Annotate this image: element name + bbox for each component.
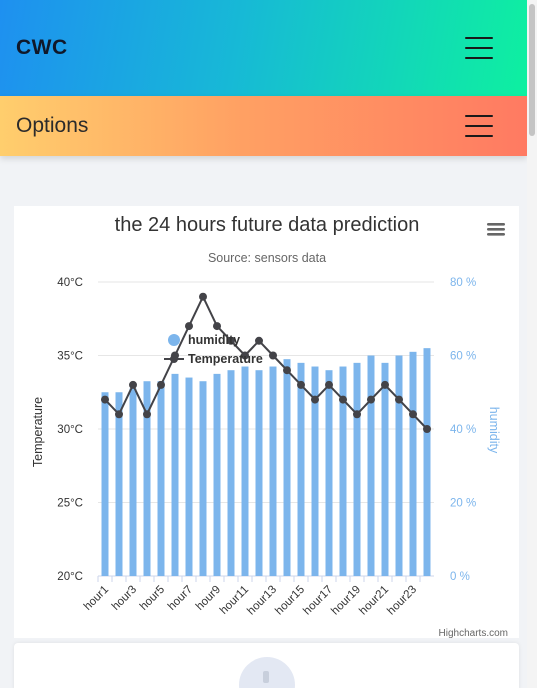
- y-right-tick-label: 20 %: [450, 498, 476, 510]
- humidity-bar: [213, 373, 221, 576]
- options-title: Options: [16, 114, 89, 137]
- export-menu-icon[interactable]: [485, 222, 507, 240]
- y-left-tick-label: 40°C: [57, 277, 83, 289]
- temperature-point: [311, 395, 319, 404]
- temperature-point: [381, 380, 389, 389]
- page-scrollbar[interactable]: [527, 0, 537, 688]
- y-left-tick-label: 25°C: [57, 498, 83, 510]
- y-left-tick-label: 20°C: [57, 571, 83, 583]
- humidity-bar: [185, 377, 193, 576]
- x-tick-label: hour13: [245, 584, 279, 618]
- temperature-point: [269, 351, 277, 360]
- humidity-bar: [409, 351, 417, 576]
- x-tick-label: hour23: [385, 584, 419, 618]
- humidity-bar: [143, 381, 151, 576]
- humidity-bar: [283, 359, 291, 576]
- second-card: [14, 643, 519, 688]
- temperature-point: [143, 410, 151, 419]
- y-left-tick-label: 35°C: [57, 351, 83, 363]
- humidity-bar: [101, 392, 109, 576]
- humidity-bar: [381, 362, 389, 576]
- temperature-point: [339, 395, 347, 404]
- temperature-point: [185, 322, 193, 331]
- scrollbar-thumb[interactable]: [529, 4, 535, 136]
- humidity-bar: [115, 392, 123, 576]
- humidity-bar: [269, 366, 277, 576]
- temperature-point: [423, 425, 431, 433]
- temperature-point: [213, 322, 221, 331]
- legend-humidity-label: humidity: [188, 333, 240, 347]
- temperature-point: [227, 336, 235, 345]
- y-right-tick-label: 0 %: [450, 571, 470, 583]
- temperature-point: [395, 395, 403, 404]
- x-tick-label: hour19: [329, 584, 363, 618]
- options-bar: Options: [0, 96, 527, 156]
- y-right-tick-label: 60 %: [450, 351, 476, 363]
- legend-humidity-symbol: [168, 334, 180, 346]
- y-right-tick-label: 40 %: [450, 424, 476, 436]
- y-right-axis-title: humidity: [487, 407, 501, 454]
- humidity-bar: [171, 373, 179, 576]
- brand-logo[interactable]: CWC: [16, 36, 68, 59]
- temperature-point: [101, 395, 109, 404]
- temperature-point: [255, 336, 263, 345]
- temperature-point: [129, 380, 137, 389]
- x-tick-label: hour3: [110, 584, 139, 613]
- temperature-line: [104, 294, 428, 430]
- humidity-bar: [395, 355, 403, 576]
- humidity-bar: [227, 370, 235, 576]
- top-navbar: CWC: [0, 0, 527, 96]
- temperature-point: [325, 380, 333, 389]
- y-left-tick-label: 30°C: [57, 424, 83, 436]
- chart-title: the 24 hours future data prediction: [115, 214, 420, 236]
- humidity-bar: [157, 381, 165, 576]
- x-tick-label: hour15: [273, 584, 307, 618]
- x-tick-label: hour21: [357, 584, 391, 618]
- humidity-bar: [367, 355, 375, 576]
- humidity-bar: [311, 366, 319, 576]
- humidity-bar: [199, 381, 207, 576]
- temperature-point: [353, 410, 361, 419]
- humidity-bar: [423, 348, 431, 576]
- temperature-point: [199, 292, 207, 301]
- humidity-bar: [241, 366, 249, 576]
- humidity-bar: [353, 362, 361, 576]
- legend-temperature-label: Temperature: [188, 352, 263, 366]
- chart-credits[interactable]: Highcharts.com: [439, 628, 508, 639]
- humidity-bar: [339, 366, 347, 576]
- temperature-point: [241, 351, 249, 360]
- temperature-point: [115, 410, 123, 419]
- x-tick-label: hour17: [301, 584, 335, 618]
- humidity-bar: [129, 388, 137, 576]
- chart-card: the 24 hours future data prediction Sour…: [14, 206, 519, 639]
- temperature-point: [367, 395, 375, 404]
- chart-subtitle: Source: sensors data: [208, 251, 326, 265]
- temperature-point: [409, 410, 417, 419]
- legend-temperature-symbol: [170, 355, 178, 363]
- y-left-axis-title: Temperature: [31, 397, 45, 467]
- y-right-tick-label: 80 %: [450, 277, 476, 289]
- options-menu-icon[interactable]: [465, 115, 493, 137]
- temperature-point: [157, 380, 165, 389]
- prediction-chart: the 24 hours future data prediction Sour…: [31, 214, 508, 639]
- humidity-bar: [297, 362, 305, 576]
- temperature-point: [283, 366, 291, 375]
- nav-menu-icon[interactable]: [465, 37, 493, 59]
- x-tick-label: hour1: [82, 584, 111, 613]
- humidity-bar: [255, 370, 263, 576]
- humidity-bar: [325, 370, 333, 576]
- x-tick-label: hour7: [166, 584, 195, 613]
- x-tick-label: hour11: [218, 584, 251, 617]
- x-tick-label: hour5: [138, 584, 167, 613]
- device-icon: [239, 657, 295, 688]
- temperature-point: [297, 380, 305, 389]
